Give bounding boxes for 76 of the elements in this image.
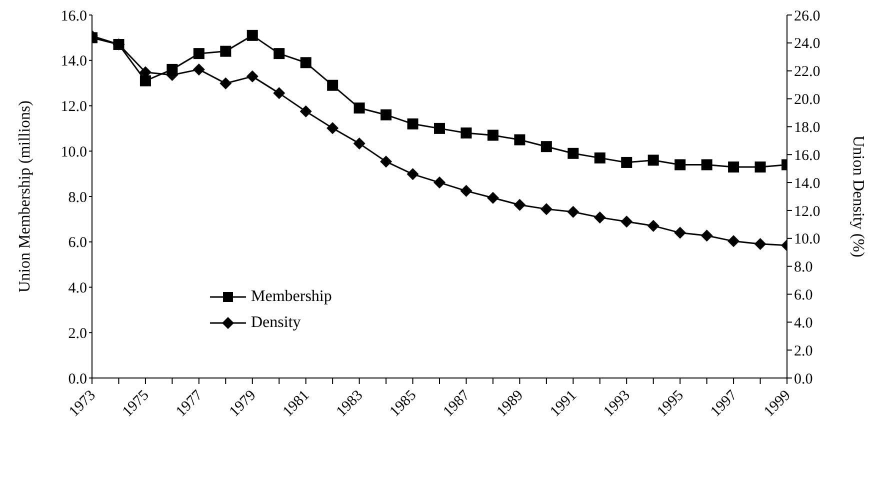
point bbox=[700, 230, 713, 242]
y-tick-label: 4.0 bbox=[68, 280, 87, 297]
point bbox=[540, 141, 552, 152]
point bbox=[514, 198, 526, 211]
point bbox=[674, 159, 686, 170]
point bbox=[754, 238, 766, 250]
point bbox=[192, 63, 205, 76]
y2-tick-label: 10.0 bbox=[794, 232, 820, 248]
y-tick-label: 0.0 bbox=[68, 371, 87, 388]
point bbox=[380, 156, 392, 168]
y2-tick-label: 14.0 bbox=[794, 176, 820, 192]
point bbox=[540, 203, 552, 216]
point bbox=[594, 211, 606, 224]
point bbox=[567, 206, 580, 218]
y-tick-label: 16.0 bbox=[60, 8, 87, 24]
y-tick-label: 12.0 bbox=[60, 99, 87, 116]
point bbox=[487, 130, 498, 141]
x-tick-label: 1981 bbox=[280, 388, 313, 420]
point bbox=[220, 46, 232, 57]
point bbox=[193, 48, 204, 60]
y2-tick-label: 24.0 bbox=[794, 36, 820, 52]
point bbox=[246, 30, 258, 41]
point bbox=[460, 184, 472, 197]
point bbox=[274, 48, 285, 60]
y-axis-title: Union Membership (millions) bbox=[16, 100, 34, 292]
point bbox=[113, 38, 124, 50]
point bbox=[648, 154, 659, 166]
point bbox=[647, 220, 660, 232]
y-tick-label: 10.0 bbox=[60, 144, 87, 160]
y2-tick-label: 6.0 bbox=[794, 288, 813, 304]
point bbox=[460, 127, 472, 138]
point bbox=[140, 75, 151, 86]
point bbox=[434, 122, 445, 134]
point bbox=[327, 80, 338, 91]
y2-tick-label: 2.0 bbox=[794, 343, 813, 360]
point bbox=[406, 168, 419, 180]
y2-tick-label: 0.0 bbox=[794, 371, 813, 388]
point bbox=[621, 156, 632, 168]
point bbox=[674, 226, 686, 239]
point bbox=[514, 134, 526, 146]
point bbox=[568, 148, 579, 159]
y2-tick-label: 12.0 bbox=[794, 204, 820, 220]
y2-tick-label: 22.0 bbox=[794, 64, 820, 80]
point bbox=[728, 162, 740, 173]
y2-tick-label: 20.0 bbox=[794, 92, 820, 108]
point bbox=[486, 192, 499, 204]
y2-tick-label: 4.0 bbox=[794, 315, 813, 332]
point bbox=[273, 87, 286, 100]
point bbox=[728, 235, 740, 248]
y2-tick-label: 8.0 bbox=[794, 260, 813, 276]
y-tick-label: 8.0 bbox=[68, 190, 87, 206]
y2-axis-title: Union Density (%) bbox=[849, 136, 866, 258]
point bbox=[220, 77, 232, 90]
point bbox=[434, 176, 446, 189]
point bbox=[300, 105, 312, 118]
point bbox=[326, 122, 339, 134]
point bbox=[620, 216, 633, 228]
point bbox=[300, 57, 312, 68]
point bbox=[353, 137, 366, 150]
y-tick-label: 6.0 bbox=[68, 235, 87, 252]
point bbox=[754, 162, 766, 173]
y2-tick-label: 18.0 bbox=[794, 120, 820, 136]
y2-tick-label: 26.0 bbox=[794, 8, 820, 24]
legend-label: Density bbox=[251, 314, 301, 332]
y-tick-label: 14.0 bbox=[60, 54, 87, 70]
legend-label: Membership bbox=[251, 288, 332, 306]
point bbox=[380, 109, 392, 120]
y2-tick-label: 16.0 bbox=[794, 148, 820, 164]
point bbox=[354, 102, 365, 114]
x-tick-label: 1991 bbox=[547, 388, 580, 420]
y-tick-label: 2.0 bbox=[68, 326, 87, 342]
point bbox=[701, 159, 712, 170]
point bbox=[407, 118, 418, 130]
point bbox=[594, 152, 606, 164]
point bbox=[166, 64, 178, 75]
point bbox=[246, 70, 258, 82]
